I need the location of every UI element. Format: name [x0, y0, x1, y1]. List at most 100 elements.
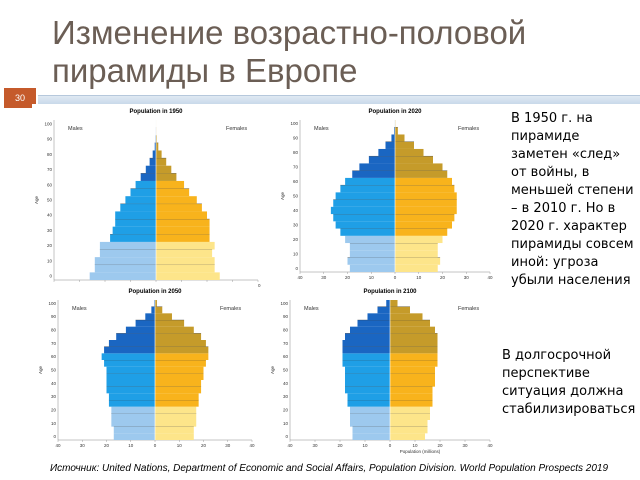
- y-tick-label: 100: [44, 121, 52, 126]
- female-bar-65-69: [155, 346, 209, 354]
- male-bar-60-64: [345, 177, 395, 186]
- y-tick-label: 20: [283, 408, 289, 413]
- y-tick-label: 30: [293, 222, 299, 227]
- male-bar-5-9: [347, 257, 395, 265]
- male-bar-55-59: [342, 360, 390, 367]
- male-bar-15-19: [349, 243, 395, 251]
- x-tick-label: 20: [337, 443, 343, 448]
- female-bar-45-49: [390, 373, 435, 380]
- female-bar-50-54: [156, 196, 197, 204]
- male-bar-0-4: [113, 433, 155, 440]
- female-bar-10-14: [390, 420, 428, 427]
- female-bar-45-49: [395, 199, 457, 207]
- female-bar-0-4: [390, 433, 425, 440]
- x-tick-label: 10: [416, 275, 422, 280]
- y-tick-label: 20: [47, 243, 53, 248]
- male-bar-25-29: [108, 400, 155, 407]
- x-tick-label: 30: [321, 275, 327, 280]
- x-tick-label: 10: [369, 275, 375, 280]
- commentary-war-trace: В 1950 г. на пирамиде заметен «след» от …: [511, 111, 634, 288]
- male-bar-95-99: [377, 306, 390, 314]
- y-tick-label: 0: [49, 274, 52, 279]
- male-bar-40-44: [115, 211, 156, 220]
- y-tick-label: 100: [280, 301, 288, 306]
- male-bar-35-39: [106, 386, 155, 394]
- y-tick-label: 10: [283, 421, 289, 426]
- female-bar-20-24: [155, 406, 197, 414]
- x-tick-label: 40: [297, 275, 303, 280]
- male-bar-60-64: [101, 353, 155, 360]
- male-bar-20-24: [111, 406, 155, 414]
- females-label: Females: [458, 126, 479, 132]
- female-bar-60-64: [395, 177, 452, 186]
- male-bar-70-74: [359, 163, 395, 171]
- female-bar-15-19: [156, 249, 213, 258]
- pyramid-2050: Population in 2050 Males Females Age 0 10 20 30…: [36, 284, 258, 456]
- male-bar-55-59: [340, 185, 395, 193]
- y-tick-label: 20: [51, 408, 57, 413]
- male-bar-55-59: [130, 188, 156, 197]
- males-label: Males: [304, 306, 319, 312]
- x-tick-label: 0: [394, 275, 397, 280]
- x-tick-label: 0: [154, 443, 157, 448]
- female-bar-15-19: [395, 243, 438, 251]
- female-bar-10-14: [156, 257, 215, 265]
- commentary-stabilization: В долгосрочной перспективе ситуация долж…: [502, 348, 636, 417]
- y-tick-label: 40: [283, 381, 289, 386]
- female-bar-40-44: [395, 206, 457, 215]
- x-tick-label: 20: [440, 275, 446, 280]
- female-bar-70-74: [156, 165, 172, 174]
- females-label: Females: [458, 306, 479, 312]
- male-bar-10-14: [350, 420, 390, 427]
- male-bar-70-74: [145, 165, 156, 174]
- pyramid-2100: Population in 2100 Males Females Age 0 10 20 30…: [268, 284, 496, 456]
- female-bar-80-84: [395, 148, 424, 157]
- y-tick-label: 30: [47, 228, 53, 233]
- female-bar-50-54: [155, 366, 204, 374]
- y-tick-label: 0: [295, 266, 298, 271]
- male-bar-30-34: [112, 226, 156, 235]
- female-bar-20-24: [156, 241, 215, 250]
- y-tick-label: 40: [51, 381, 57, 386]
- x-tick-label: 30: [462, 443, 468, 448]
- female-bar-20-24: [390, 406, 430, 414]
- female-bar-100+: [155, 300, 157, 307]
- male-bar-70-74: [108, 340, 155, 347]
- female-bar-100+: [390, 300, 398, 307]
- male-bar-40-44: [345, 380, 390, 387]
- male-bar-100+: [154, 300, 155, 307]
- female-bar-80-84: [156, 150, 162, 159]
- male-bar-35-39: [333, 214, 395, 222]
- female-bar-35-39: [156, 219, 210, 227]
- male-bar-80-84: [125, 326, 155, 334]
- y-tick-label: 0: [53, 434, 56, 439]
- pyramid-title: Population in 2050: [128, 289, 182, 295]
- female-bar-35-39: [390, 386, 433, 394]
- x-tick-label: 10: [128, 443, 134, 448]
- male-bar-80-84: [152, 150, 156, 159]
- female-bar-75-79: [155, 333, 202, 340]
- y-tick-label: 80: [283, 328, 289, 333]
- female-bar-85-89: [390, 320, 430, 327]
- y-tick-label: 90: [283, 314, 289, 319]
- male-bar-40-44: [106, 380, 155, 387]
- male-bar-85-89: [385, 141, 395, 149]
- x-tick-label: 10: [362, 443, 368, 448]
- male-bar-10-14: [111, 420, 155, 427]
- x-tick-label: 30: [312, 443, 318, 448]
- x-tick-label: 0: [389, 443, 392, 448]
- male-bar-5-9: [113, 426, 155, 434]
- x-tick-label: 40: [55, 443, 61, 448]
- male-bar-20-24: [350, 406, 390, 414]
- y-tick-label: 50: [283, 368, 289, 373]
- male-bar-0-4: [349, 264, 395, 272]
- y-tick-label: 90: [293, 136, 299, 141]
- female-bar-60-64: [390, 353, 438, 360]
- y-tick-label: 10: [293, 251, 299, 256]
- female-bar-70-74: [395, 163, 443, 171]
- male-bar-40-44: [330, 206, 395, 215]
- x-tick-label: 10: [412, 443, 418, 448]
- male-bar-50-54: [335, 192, 395, 200]
- x-tick-label: 30: [80, 443, 86, 448]
- female-bar-55-59: [390, 360, 438, 367]
